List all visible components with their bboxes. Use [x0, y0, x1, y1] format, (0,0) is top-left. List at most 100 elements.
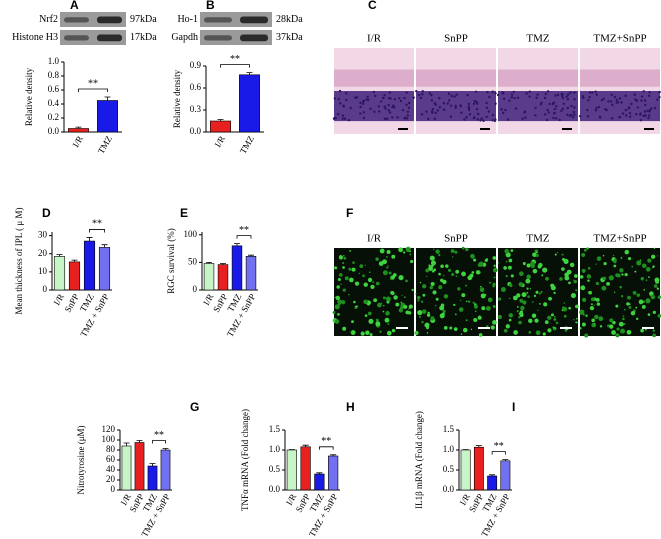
fluorescent-spot: [564, 275, 570, 281]
fluorescent-spot: [467, 300, 471, 303]
fluorescent-spot: [634, 270, 637, 273]
nucleus: [635, 99, 639, 102]
error-bar: [162, 448, 169, 450]
nucleus: [485, 101, 488, 105]
bar: [121, 445, 132, 491]
bar: [245, 256, 257, 291]
nucleus: [628, 115, 632, 118]
nucleus: [630, 102, 633, 106]
fluorescent-spot: [334, 296, 336, 298]
fluorescent-spot: [620, 257, 623, 259]
nucleus: [384, 107, 387, 110]
fluorescent-spot: [500, 287, 506, 293]
fluorescent-spot: [575, 304, 579, 309]
y-tick-label: 100: [184, 229, 198, 239]
nucleus: [621, 112, 625, 115]
fluorescent-spot: [653, 284, 658, 288]
fluorescent-spot: [497, 261, 500, 264]
fluorescent-spot: [615, 273, 619, 278]
y-tick-label: 1.0: [443, 444, 455, 454]
nucleus: [415, 89, 418, 93]
fluorescent-spot: [624, 249, 630, 255]
y-tick-label: 20: [38, 248, 48, 258]
nucleus: [359, 105, 362, 109]
fluorescent-spot: [648, 276, 650, 279]
fluorescent-spot: [492, 256, 497, 260]
fluorescent-spot: [619, 268, 624, 273]
nucleus: [543, 113, 547, 116]
fluorescent-spot: [580, 285, 586, 291]
fluorescent-spot: [424, 322, 430, 328]
fluorescent-spot: [573, 279, 577, 284]
nucleus: [372, 90, 376, 94]
fluorescent-spot: [398, 247, 404, 253]
fluorescent-spot: [332, 311, 336, 314]
nucleus: [491, 113, 495, 117]
y-axis-label: Relative density: [24, 67, 34, 126]
nucleus: [573, 113, 576, 116]
fluorescent-spot: [492, 267, 498, 273]
nucleus: [407, 106, 411, 109]
nucleus: [552, 116, 555, 120]
nucleus: [648, 91, 651, 94]
nucleus: [640, 99, 643, 102]
fluorescent-spot: [429, 285, 434, 290]
y-tick-label: 60: [106, 454, 116, 464]
fluorescent-spot: [518, 320, 522, 325]
fluorescent-spot: [618, 321, 624, 327]
fluorescent-spot: [411, 288, 414, 292]
nucleus: [392, 104, 395, 107]
fluorescent-spot: [454, 252, 457, 254]
fluorescent-spot: [368, 318, 374, 324]
fluorescent-spot: [640, 328, 644, 333]
fluorescent-spot: [539, 303, 541, 305]
fluorescent-spot: [615, 304, 619, 308]
nucleus: [616, 101, 620, 104]
nucleus: [540, 101, 543, 104]
fluorescent-spot: [590, 303, 593, 306]
fluorescent-spot: [622, 315, 625, 317]
fluorescent-spot: [405, 279, 408, 283]
fluorescent-spot: [640, 277, 645, 281]
blot-label: Ho-1: [177, 14, 198, 25]
fluorescent-spot: [639, 259, 642, 261]
fluorescent-spot: [387, 322, 390, 325]
nucleus: [647, 94, 651, 98]
nucleus: [468, 113, 472, 116]
fluorescent-spot: [388, 271, 392, 275]
tissue-layer: [334, 91, 414, 122]
fluorescent-spot: [385, 311, 390, 316]
y-tick-label: 0.0: [443, 484, 455, 494]
nucleus: [611, 103, 614, 106]
fluorescent-spot: [459, 307, 464, 312]
nucleus: [620, 101, 623, 104]
y-tick-label: 10: [38, 266, 48, 276]
nucleus: [475, 107, 479, 111]
nucleus: [403, 117, 407, 120]
nucleus: [362, 111, 366, 114]
fluorescent-spot: [380, 302, 383, 305]
nucleus: [643, 110, 647, 113]
tissue-layer: [416, 69, 496, 87]
fluorescent-spot: [585, 314, 588, 317]
nucleus: [502, 97, 506, 101]
nucleus: [646, 109, 649, 113]
nucleus: [406, 110, 410, 113]
fluorescent-spot: [352, 261, 355, 264]
y-tick-label: 0.5: [269, 464, 281, 474]
nucleus: [569, 91, 572, 94]
nucleus: [643, 99, 647, 102]
fluorescent-spot: [534, 318, 539, 323]
x-tick-label: TMZ: [96, 134, 114, 155]
fluorescent-spot: [606, 281, 610, 286]
fluorescent-spot: [598, 316, 604, 322]
fluorescent-spot: [337, 277, 341, 282]
nucleus: [634, 98, 637, 101]
nucleus: [482, 119, 485, 122]
fluorescent-spot: [342, 326, 347, 331]
fluorescent-spot: [602, 276, 607, 281]
fluorescent-spot: [438, 285, 443, 290]
nucleus: [347, 118, 351, 122]
significance-label: **: [88, 78, 98, 89]
nucleus: [650, 107, 653, 110]
